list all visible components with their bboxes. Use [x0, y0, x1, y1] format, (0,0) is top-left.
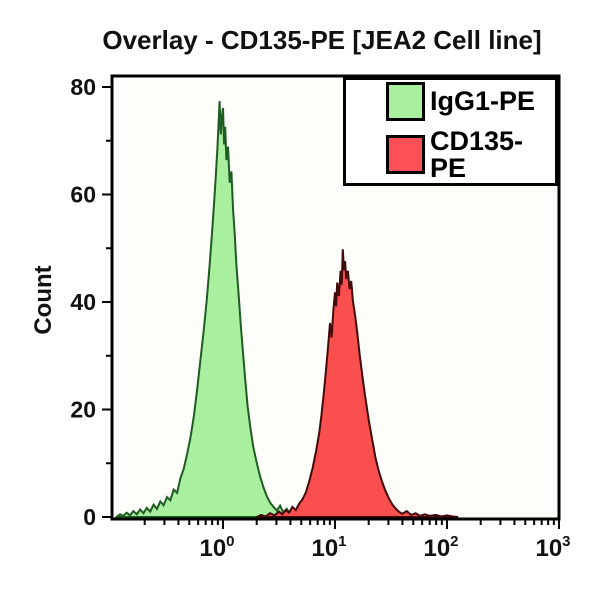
y-tick-label: 0 [83, 504, 96, 530]
legend-label-cd135-pe: CD135-PE [430, 125, 524, 183]
y-tick-label: 80 [70, 74, 96, 100]
histogram-cd135-pe [256, 249, 459, 518]
y-tick-label: 20 [70, 397, 96, 423]
legend-item-igg1-pe: IgG1-PE [386, 81, 555, 121]
legend-swatch-red-icon [386, 135, 425, 174]
legend-item-cd135-pe: CD135-PE [386, 125, 555, 183]
y-tick-label: 60 [70, 182, 96, 208]
y-tick-label: 40 [70, 289, 96, 315]
chart-title: Overlay - CD135-PE [JEA2 Cell line] [102, 25, 542, 55]
legend: IgG1-PE CD135-PE [343, 77, 558, 186]
legend-swatch-green-icon [386, 81, 425, 121]
x-tick-label: 102 [423, 533, 458, 562]
x-tick-label: 100 [199, 533, 234, 562]
x-tick-label: 101 [311, 533, 346, 562]
x-tick-label: 103 [535, 533, 570, 562]
legend-label-igg1-pe: IgG1-PE [430, 85, 536, 116]
